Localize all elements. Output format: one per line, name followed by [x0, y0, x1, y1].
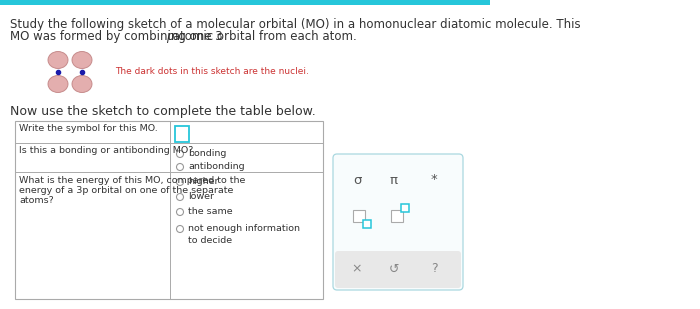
Text: energy of a 3p orbital on one of the separate: energy of a 3p orbital on one of the sep…	[19, 186, 233, 195]
Text: ↺: ↺	[389, 263, 399, 276]
Ellipse shape	[48, 75, 68, 92]
Circle shape	[176, 179, 183, 185]
FancyBboxPatch shape	[363, 220, 371, 228]
Ellipse shape	[72, 75, 92, 92]
Circle shape	[176, 163, 183, 171]
Text: What is the energy of this MO, compared to the: What is the energy of this MO, compared …	[19, 176, 246, 185]
FancyBboxPatch shape	[0, 0, 490, 5]
Text: ×: ×	[351, 263, 363, 276]
Text: not enough information: not enough information	[188, 224, 300, 233]
FancyBboxPatch shape	[15, 121, 323, 299]
Ellipse shape	[72, 52, 92, 69]
Text: σ: σ	[353, 173, 361, 187]
FancyBboxPatch shape	[175, 126, 189, 142]
Circle shape	[176, 193, 183, 201]
Text: atoms?: atoms?	[19, 196, 54, 205]
Text: *: *	[430, 173, 438, 187]
Text: Study the following sketch of a molecular orbital (MO) in a homonuclear diatomic: Study the following sketch of a molecula…	[10, 18, 580, 31]
Ellipse shape	[48, 52, 68, 69]
Circle shape	[176, 226, 183, 232]
Text: Write the symbol for this MO.: Write the symbol for this MO.	[19, 124, 158, 133]
FancyBboxPatch shape	[335, 251, 461, 288]
Text: to decide: to decide	[188, 236, 232, 245]
FancyBboxPatch shape	[401, 204, 409, 212]
FancyBboxPatch shape	[391, 210, 403, 222]
Text: ▼: ▼	[11, 6, 17, 15]
Text: ?: ?	[430, 263, 438, 276]
Circle shape	[176, 150, 183, 158]
FancyBboxPatch shape	[353, 210, 365, 222]
Text: Is this a bonding or antibonding MO?: Is this a bonding or antibonding MO?	[19, 146, 193, 155]
Text: higher: higher	[188, 177, 218, 186]
Circle shape	[176, 209, 183, 215]
Text: The dark dots in this sketch are the nuclei.: The dark dots in this sketch are the nuc…	[115, 67, 309, 77]
Text: bonding: bonding	[188, 149, 226, 158]
FancyBboxPatch shape	[333, 154, 463, 290]
Text: p: p	[167, 30, 174, 43]
Text: antibonding: antibonding	[188, 162, 244, 171]
Text: π: π	[390, 173, 398, 187]
Text: the same: the same	[188, 207, 232, 216]
Text: Now use the sketch to complete the table below.: Now use the sketch to complete the table…	[10, 105, 316, 118]
Text: atomic orbital from each atom.: atomic orbital from each atom.	[169, 30, 357, 43]
Text: MO was formed by combining one 3: MO was formed by combining one 3	[10, 30, 223, 43]
Text: lower: lower	[188, 192, 214, 201]
